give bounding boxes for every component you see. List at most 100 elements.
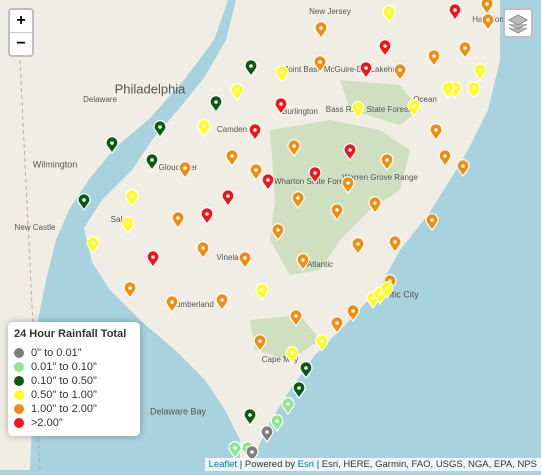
layers-button[interactable]	[503, 8, 533, 38]
rain-marker[interactable]	[299, 361, 313, 380]
rain-marker[interactable]	[171, 211, 185, 230]
rain-marker[interactable]	[285, 346, 299, 365]
rain-marker[interactable]	[481, 13, 495, 32]
pine-barrens	[270, 120, 410, 275]
rain-marker[interactable]	[291, 191, 305, 210]
rain-marker[interactable]	[248, 123, 262, 142]
rain-marker[interactable]	[245, 445, 259, 464]
rain-marker[interactable]	[289, 309, 303, 328]
rain-marker[interactable]	[274, 97, 288, 116]
rain-marker[interactable]	[296, 253, 310, 272]
rain-marker[interactable]	[315, 334, 329, 353]
rain-marker[interactable]	[351, 237, 365, 256]
rain-marker[interactable]	[341, 176, 355, 195]
rain-marker[interactable]	[238, 251, 252, 270]
rain-marker[interactable]	[77, 193, 91, 212]
rain-marker[interactable]	[456, 159, 470, 178]
rain-marker[interactable]	[165, 295, 179, 314]
place-label: Warren Grove Range	[342, 173, 418, 182]
rain-marker[interactable]	[407, 99, 421, 118]
zoom-in[interactable]: +	[16, 12, 26, 29]
rain-marker[interactable]	[244, 59, 258, 78]
rain-marker[interactable]	[292, 381, 306, 400]
rain-marker[interactable]	[438, 149, 452, 168]
rain-marker[interactable]	[125, 189, 139, 208]
rain-marker[interactable]	[86, 236, 100, 255]
marker-dot	[485, 2, 489, 6]
rain-marker[interactable]	[178, 161, 192, 180]
rain-marker[interactable]	[346, 304, 360, 323]
rain-marker[interactable]	[343, 143, 357, 162]
rain-marker[interactable]	[314, 21, 328, 40]
rain-marker[interactable]	[197, 119, 211, 138]
marker-dot	[472, 86, 476, 90]
rain-marker[interactable]	[146, 250, 160, 269]
rain-marker[interactable]	[255, 283, 269, 302]
rain-marker[interactable]	[123, 281, 137, 300]
rain-marker[interactable]	[380, 153, 394, 172]
marker-dot	[150, 158, 154, 162]
zoom-out[interactable]: −	[10, 32, 32, 55]
rain-marker[interactable]	[382, 5, 396, 24]
rain-marker[interactable]	[359, 61, 373, 80]
rain-marker[interactable]	[287, 139, 301, 158]
rain-marker[interactable]	[153, 120, 167, 139]
legend-swatch	[14, 376, 24, 386]
rain-marker[interactable]	[313, 55, 327, 74]
rain-marker[interactable]	[380, 281, 394, 300]
rain-marker[interactable]	[330, 316, 344, 335]
rain-marker[interactable]	[275, 65, 289, 84]
marker-dot	[214, 100, 218, 104]
marker-dot	[486, 18, 490, 22]
rain-marker[interactable]	[243, 408, 257, 427]
rain-marker[interactable]	[271, 223, 285, 242]
rain-marker[interactable]	[230, 83, 244, 102]
legend-item: 0.50" to 1.00"	[14, 388, 134, 402]
rain-marker[interactable]	[351, 101, 365, 120]
marker-dot	[250, 450, 254, 454]
rain-marker[interactable]	[388, 235, 402, 254]
rain-marker[interactable]	[330, 203, 344, 222]
rain-marker[interactable]	[308, 166, 322, 185]
place-label: Atlantic	[307, 260, 333, 269]
rain-marker[interactable]	[209, 95, 223, 114]
marker-dot	[176, 216, 180, 220]
marker-dot	[265, 430, 269, 434]
rain-marker[interactable]	[200, 207, 214, 226]
rain-marker[interactable]	[215, 293, 229, 312]
rain-marker[interactable]	[425, 213, 439, 232]
rain-marker[interactable]	[427, 49, 441, 68]
legend-item: >2.00"	[14, 416, 134, 430]
esri-link[interactable]: Esri	[297, 459, 315, 470]
rain-marker[interactable]	[368, 196, 382, 215]
rain-marker[interactable]	[458, 41, 472, 60]
forest	[250, 80, 420, 360]
marker-dot	[398, 68, 402, 72]
rain-marker[interactable]	[393, 63, 407, 82]
rain-marker[interactable]	[196, 241, 210, 260]
rain-marker[interactable]	[225, 149, 239, 168]
rain-marker[interactable]	[253, 334, 267, 353]
rain-marker[interactable]	[221, 189, 235, 208]
rain-marker[interactable]	[261, 173, 275, 192]
rain-marker[interactable]	[467, 81, 481, 100]
rain-marker[interactable]	[281, 397, 295, 416]
rain-marker[interactable]	[441, 81, 455, 100]
marker-dot	[356, 242, 360, 246]
rain-marker[interactable]	[228, 441, 242, 460]
rain-marker[interactable]	[473, 63, 487, 82]
rain-marker[interactable]	[105, 136, 119, 155]
rain-marker[interactable]	[260, 425, 274, 444]
rain-marker[interactable]	[145, 153, 159, 172]
rain-marker[interactable]	[249, 163, 263, 182]
rain-marker[interactable]	[121, 216, 135, 235]
rain-marker[interactable]	[448, 3, 462, 22]
rain-marker[interactable]	[429, 123, 443, 142]
marker-dot	[110, 141, 114, 145]
rain-marker[interactable]	[378, 39, 392, 58]
leaflet-link[interactable]: Leaflet	[208, 459, 238, 470]
rain-marker[interactable]	[270, 414, 284, 433]
rain-marker[interactable]	[480, 0, 494, 16]
